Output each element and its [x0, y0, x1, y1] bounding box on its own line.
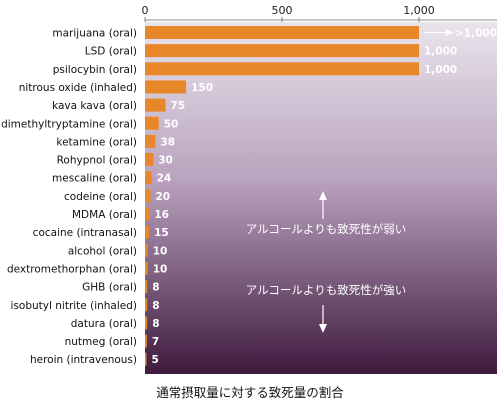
bar: [145, 153, 154, 167]
category-label: dimethyltryptamine (oral): [1, 118, 137, 130]
data-label: 50: [164, 118, 179, 130]
category-label: dextromethorphan (oral): [7, 263, 137, 275]
data-label: 8: [152, 300, 159, 312]
category-label: MDMA (oral): [72, 209, 137, 221]
overflow-label: >1,000: [455, 28, 497, 40]
data-label: 10: [153, 263, 168, 275]
data-label: 38: [160, 136, 175, 148]
bar: [145, 116, 159, 130]
data-label: 150: [191, 82, 213, 94]
category-label: nitrous oxide (inhaled): [19, 82, 137, 94]
bar: [145, 243, 148, 257]
data-label: 8: [152, 318, 159, 330]
category-label: heroin (intravenous): [30, 354, 137, 366]
category-label: LSD (oral): [85, 46, 137, 58]
bar: [145, 62, 419, 76]
data-label: 75: [171, 100, 186, 112]
weaker-arrowhead-icon: [319, 191, 327, 200]
data-label: 7: [152, 336, 159, 348]
bar: [145, 298, 148, 312]
bar: [145, 44, 419, 58]
bar: [145, 134, 156, 148]
category-label: datura (oral): [71, 318, 137, 330]
stronger-than-alcohol-note: アルコールよりも致死性が強い: [246, 283, 406, 297]
data-label: 5: [152, 354, 159, 366]
category-label: codeine (oral): [64, 191, 137, 203]
bar: [145, 316, 148, 330]
bar: [145, 98, 166, 112]
x-tick-label: 0: [142, 4, 149, 17]
data-label: 20: [155, 191, 170, 203]
bar: [145, 207, 150, 221]
category-label: mescaline (oral): [52, 173, 137, 185]
bar: [145, 80, 187, 94]
bar: [145, 225, 150, 239]
stronger-arrowhead-icon: [319, 324, 327, 333]
category-label: alcohol (oral): [68, 245, 137, 257]
category-label: cocaine (intranasal): [33, 227, 137, 239]
category-label: Rohypnol (oral): [57, 155, 137, 167]
data-label: 24: [157, 173, 172, 185]
overflow-arrowhead-icon: [446, 29, 453, 36]
x-tick-label: 500: [272, 4, 293, 17]
bar: [145, 171, 152, 185]
bar: [145, 261, 148, 275]
bar: [145, 189, 151, 203]
category-label: nutmeg (oral): [65, 336, 137, 348]
chart-caption: 通常摂取量に対する致死量の割合: [156, 385, 344, 400]
data-label: 30: [158, 155, 173, 167]
category-label: isobutyl nitrite (inhaled): [11, 300, 137, 312]
category-label: kava kava (oral): [52, 100, 137, 112]
chart: 0 500 1,000 marijuana (oral) LSD (oral) psil…: [1, 4, 497, 374]
data-label: 10: [153, 245, 168, 257]
category-label: marijuana (oral): [52, 28, 137, 40]
data-label: 1,000: [424, 64, 457, 76]
bar: [145, 334, 147, 348]
data-label: 15: [154, 227, 169, 239]
bar: [145, 352, 147, 366]
data-label: 1,000: [424, 46, 457, 58]
category-label: ketamine (oral): [56, 136, 137, 148]
data-label: 16: [154, 209, 169, 221]
x-tick-label: 1,000: [403, 4, 435, 17]
data-label: 8: [152, 282, 159, 294]
bar: [145, 280, 148, 294]
category-label: GHB (oral): [82, 282, 137, 294]
bar: [145, 26, 419, 39]
category-label: psilocybin (oral): [53, 64, 137, 76]
weaker-than-alcohol-note: アルコールよりも致死性が弱い: [246, 222, 406, 236]
